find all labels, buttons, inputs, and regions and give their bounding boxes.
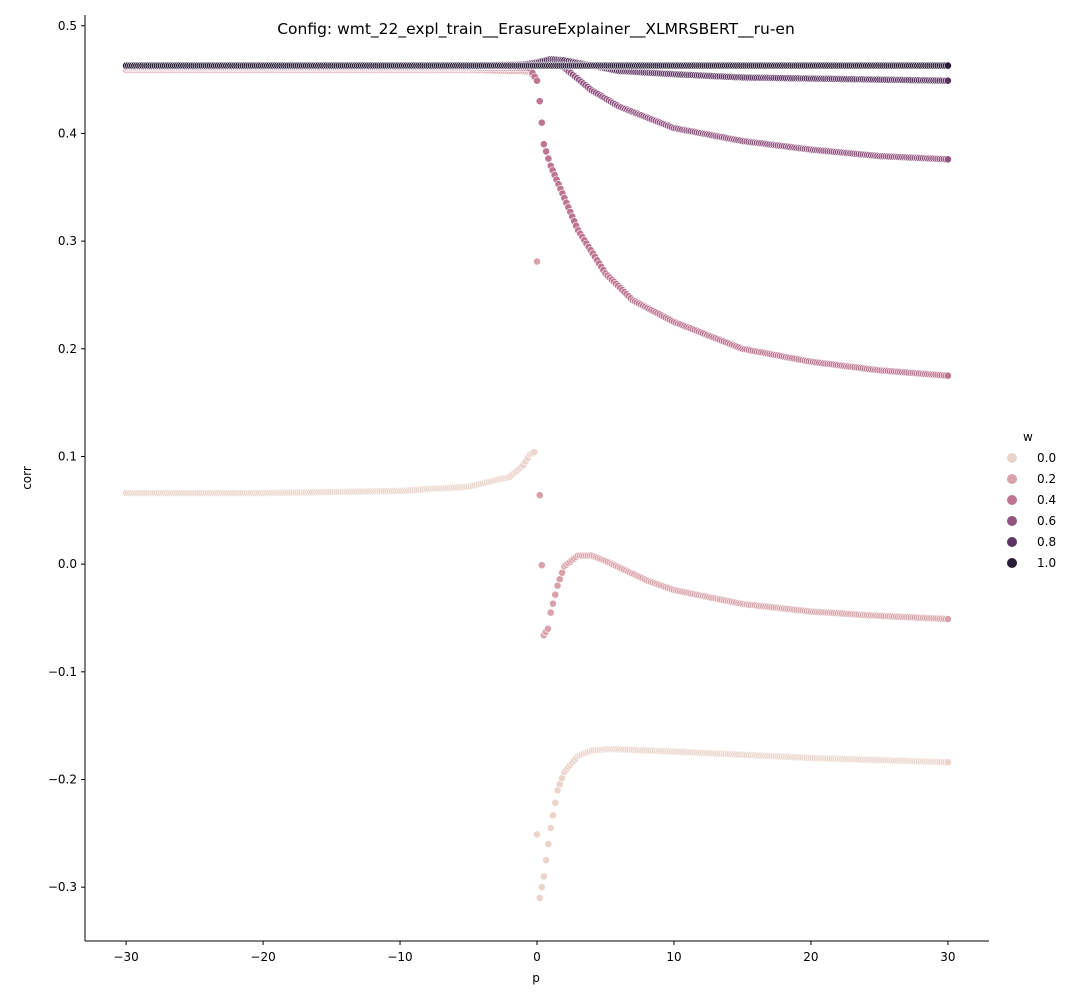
data-point: [539, 140, 548, 149]
x-tick-label: −10: [387, 950, 412, 964]
y-tick-label: 0.2: [58, 342, 77, 356]
legend-label: 0.0: [1037, 451, 1056, 465]
legend-marker: [1007, 537, 1017, 547]
x-tick-label: 10: [666, 950, 681, 964]
data-point: [544, 154, 553, 163]
data-point: [551, 798, 560, 807]
data-point: [535, 97, 544, 106]
data-point: [558, 568, 567, 577]
series-0.4: [122, 63, 952, 380]
data-point: [533, 76, 541, 85]
data-point: [537, 561, 546, 570]
data-point: [530, 448, 539, 457]
legend-label: 0.2: [1037, 472, 1056, 486]
y-tick-label: 0.0: [58, 557, 77, 571]
legend-label: 0.8: [1037, 535, 1056, 549]
x-tick-label: −20: [250, 950, 275, 964]
y-tick-label: 0.4: [58, 126, 77, 140]
y-tick-label: −0.3: [48, 880, 77, 894]
y-tick-label: 0.5: [58, 19, 77, 33]
data-point: [542, 856, 551, 865]
x-tick-label: −30: [113, 950, 138, 964]
data-point: [555, 575, 564, 584]
data-point: [535, 894, 544, 902]
legend-marker: [1007, 474, 1017, 484]
x-tick-label: 30: [940, 950, 955, 964]
x-axis-ticks: −30 −20 −10 0 10 20 30: [113, 941, 956, 964]
legend-marker: [1007, 558, 1017, 568]
legend-marker: [1007, 495, 1017, 505]
data-point: [535, 491, 544, 500]
series-0.0: [122, 448, 952, 902]
data-point: [539, 872, 548, 881]
data-point: [944, 758, 952, 767]
data-point: [553, 581, 562, 590]
legend-title: w: [1023, 430, 1033, 444]
legend-entries: 0.0 0.2 0.4 0.6 0.8 1.0: [1007, 451, 1056, 570]
series-1.0: [122, 61, 952, 70]
legend-label: 0.6: [1037, 514, 1056, 528]
data-point: [944, 76, 952, 85]
data-point: [549, 599, 557, 608]
data-point: [537, 118, 546, 127]
data-point: [537, 883, 546, 892]
x-tick-label: 0: [533, 950, 541, 964]
y-tick-label: 0.3: [58, 234, 77, 248]
y-tick-label: −0.2: [48, 772, 77, 786]
legend-label: 1.0: [1037, 556, 1056, 570]
data-point: [549, 811, 557, 820]
legend-marker: [1007, 453, 1017, 463]
y-axis-label: corr: [20, 466, 34, 490]
data-point: [944, 371, 952, 380]
data-point: [546, 608, 555, 617]
data-point: [944, 61, 952, 70]
data-point: [546, 824, 555, 832]
data-point: [533, 830, 541, 839]
legend-label: 0.4: [1037, 493, 1056, 507]
data-point: [542, 147, 551, 156]
chart-title: Config: wmt_22_expl_train__ErasureExplai…: [277, 20, 795, 39]
data-point: [544, 624, 552, 633]
legend: w 0.0 0.2 0.4 0.6 0.8 1.0: [1007, 430, 1056, 570]
y-tick-label: −0.1: [48, 665, 77, 679]
y-tick-label: 0.1: [58, 449, 77, 463]
data-point: [551, 590, 560, 599]
data-point: [544, 840, 553, 848]
data-point: [944, 155, 952, 164]
data-point: [533, 257, 541, 266]
legend-marker: [1007, 516, 1017, 526]
data-point: [944, 615, 952, 623]
x-tick-label: 20: [803, 950, 818, 964]
data-points: [122, 55, 952, 902]
x-axis-label: p: [532, 971, 540, 985]
y-axis-ticks: −0.3 −0.2 −0.1 0.0 0.1 0.2 0.3 0.4 0.5: [48, 19, 85, 894]
